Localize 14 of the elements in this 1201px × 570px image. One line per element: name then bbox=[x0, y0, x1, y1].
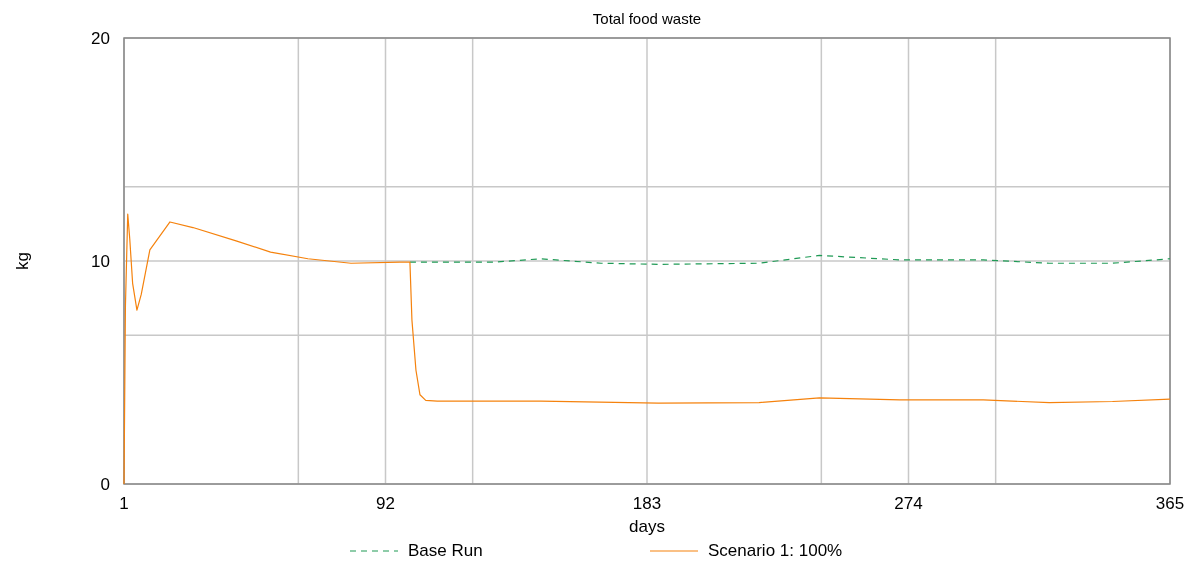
x-tick-label: 183 bbox=[632, 494, 662, 513]
x-tick-label: 92 bbox=[376, 494, 395, 513]
y-tick-label: 10 bbox=[91, 252, 110, 271]
x-tick-label: 1 bbox=[119, 494, 129, 513]
legend-label: Base Run bbox=[408, 541, 483, 560]
x-tick-label: 274 bbox=[894, 494, 923, 513]
y-tick-label: 20 bbox=[91, 29, 110, 48]
x-tick-label: 365 bbox=[1155, 494, 1185, 513]
chart-title: Total food waste bbox=[592, 10, 702, 27]
y-tick-label: 0 bbox=[100, 475, 110, 494]
line-series bbox=[409, 254, 1171, 265]
legend-label: Scenario 1: 100% bbox=[708, 541, 843, 560]
y-axis-title: kg bbox=[13, 252, 32, 270]
x-axis-title: days bbox=[629, 517, 665, 536]
